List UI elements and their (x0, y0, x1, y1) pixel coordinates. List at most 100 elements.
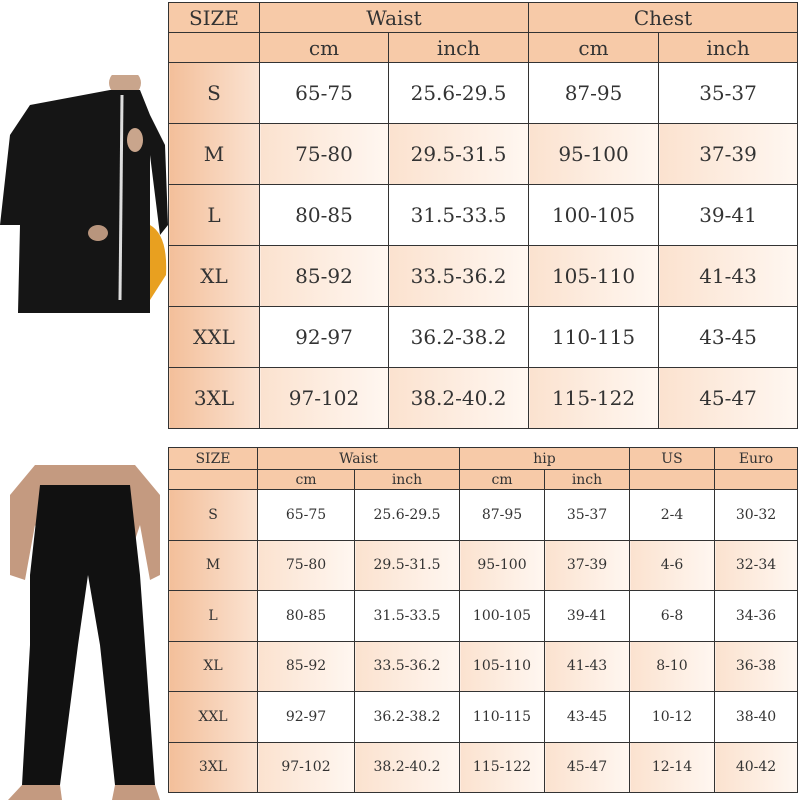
value-cell: 38.2-40.2 (354, 741, 460, 793)
value-cell: 65-75 (257, 489, 355, 541)
table-row: M 75-80 29.5-31.5 95-100 37-39 4-6 32-34 (168, 539, 798, 591)
value-cell: 37-39 (658, 123, 799, 185)
jacket-model-photo (0, 75, 168, 313)
value-cell: 36-38 (714, 640, 798, 692)
value-cell: 100-105 (459, 590, 545, 642)
value-cell: 29.5-31.5 (354, 539, 460, 591)
value-cell: 80-85 (259, 184, 389, 246)
value-cell: 41-43 (544, 640, 630, 692)
blank-header (168, 469, 258, 490)
value-cell: 45-47 (544, 741, 630, 793)
value-cell: 100-105 (528, 184, 660, 246)
value-cell: 34-36 (714, 590, 798, 642)
value-cell: 33.5-36.2 (387, 245, 530, 307)
size-cell: S (168, 489, 258, 541)
value-cell: 43-45 (658, 306, 799, 368)
unit-header: inch (658, 32, 799, 63)
value-cell: 85-92 (259, 245, 389, 307)
value-cell: 39-41 (658, 184, 799, 246)
unit-header: inch (387, 32, 530, 63)
value-cell: 92-97 (259, 306, 389, 368)
size-header: SIZE (168, 2, 260, 33)
blank-header (629, 469, 715, 490)
size-cell: M (168, 539, 258, 591)
value-cell: 65-75 (259, 62, 389, 124)
unit-header: inch (544, 469, 630, 490)
value-cell: 75-80 (259, 123, 389, 185)
value-cell: 80-85 (257, 590, 355, 642)
value-cell: 43-45 (544, 691, 630, 743)
value-cell: 39-41 (544, 590, 630, 642)
value-cell: 38.2-40.2 (387, 367, 530, 429)
value-cell: 8-10 (629, 640, 715, 692)
size-cell: 3XL (168, 367, 260, 429)
value-cell: 115-122 (528, 367, 660, 429)
value-cell: 36.2-38.2 (354, 691, 460, 743)
value-cell: 41-43 (658, 245, 799, 307)
value-cell: 105-110 (528, 245, 660, 307)
chest-header: Chest (528, 2, 799, 33)
value-cell: 38-40 (714, 691, 798, 743)
value-cell: 37-39 (544, 539, 630, 591)
size-header: SIZE (168, 447, 258, 470)
value-cell: 35-37 (658, 62, 799, 124)
unit-header: cm (528, 32, 660, 63)
size-cell: S (168, 62, 260, 124)
value-cell: 110-115 (459, 691, 545, 743)
blank-header (168, 32, 260, 63)
bottom-size-table: SIZE Waist hip US Euro cm inch cm inch S… (168, 447, 798, 793)
value-cell: 6-8 (629, 590, 715, 642)
blank-header (714, 469, 798, 490)
size-cell: XL (168, 245, 260, 307)
value-cell: 97-102 (259, 367, 389, 429)
value-cell: 110-115 (528, 306, 660, 368)
value-cell: 35-37 (544, 489, 630, 541)
value-cell: 36.2-38.2 (387, 306, 530, 368)
value-cell: 97-102 (257, 741, 355, 793)
value-cell: 25.6-29.5 (387, 62, 530, 124)
waist-header: Waist (258, 2, 530, 33)
unit-header: cm (259, 32, 389, 63)
table-row: L 80-85 31.5-33.5 100-105 39-41 (168, 184, 799, 246)
unit-header: inch (354, 469, 460, 490)
value-cell: 92-97 (257, 691, 355, 743)
value-cell: 31.5-33.5 (354, 590, 460, 642)
table-row: L 80-85 31.5-33.5 100-105 39-41 6-8 34-36 (168, 590, 798, 642)
value-cell: 45-47 (658, 367, 799, 429)
size-cell: 3XL (168, 741, 258, 793)
table-row: 3XL 97-102 38.2-40.2 115-122 45-47 (168, 367, 799, 429)
size-cell: M (168, 123, 260, 185)
value-cell: 25.6-29.5 (354, 489, 460, 541)
value-cell: 87-95 (459, 489, 545, 541)
table-row: 3XL 97-102 38.2-40.2 115-122 45-47 12-14 40-42 (168, 741, 798, 793)
value-cell: 115-122 (459, 741, 545, 793)
value-cell: 75-80 (257, 539, 355, 591)
value-cell: 29.5-31.5 (387, 123, 530, 185)
value-cell: 105-110 (459, 640, 545, 692)
size-cell: L (168, 590, 258, 642)
table-row: XL 85-92 33.5-36.2 105-110 41-43 8-10 36-38 (168, 640, 798, 692)
value-cell: 33.5-36.2 (354, 640, 460, 692)
value-cell: 40-42 (714, 741, 798, 793)
leggings-model-photo (8, 465, 160, 800)
table-row: XXL 92-97 36.2-38.2 110-115 43-45 10-12 38-40 (168, 691, 798, 743)
us-header: US (629, 447, 715, 470)
hip-header: hip (459, 447, 630, 470)
value-cell: 85-92 (257, 640, 355, 692)
value-cell: 31.5-33.5 (387, 184, 530, 246)
value-cell: 2-4 (629, 489, 715, 541)
value-cell: 4-6 (629, 539, 715, 591)
table-row: S 65-75 25.6-29.5 87-95 35-37 2-4 30-32 (168, 489, 798, 541)
table-row: XL 85-92 33.5-36.2 105-110 41-43 (168, 245, 799, 307)
value-cell: 30-32 (714, 489, 798, 541)
waist-header: Waist (257, 447, 460, 470)
table-row: M 75-80 29.5-31.5 95-100 37-39 (168, 123, 799, 185)
value-cell: 32-34 (714, 539, 798, 591)
value-cell: 12-14 (629, 741, 715, 793)
value-cell: 10-12 (629, 691, 715, 743)
size-cell: XXL (168, 306, 260, 368)
value-cell: 95-100 (528, 123, 660, 185)
table-row: XXL 92-97 36.2-38.2 110-115 43-45 (168, 306, 799, 368)
euro-header: Euro (714, 447, 798, 470)
